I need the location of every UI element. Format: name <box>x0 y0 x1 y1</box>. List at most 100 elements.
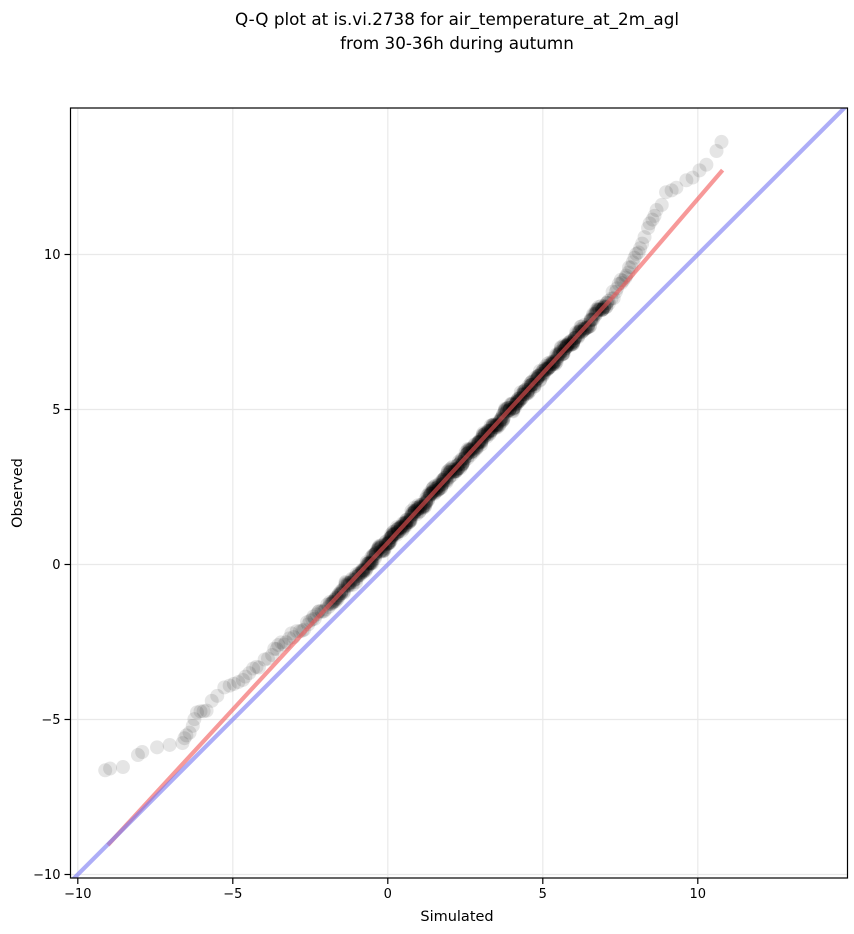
qq-point <box>581 320 596 335</box>
qq-point <box>692 163 707 178</box>
y-tick-label: −10 <box>33 868 60 883</box>
qq-point <box>309 607 324 622</box>
qq-point <box>714 134 729 149</box>
identity-line-layer <box>71 108 848 878</box>
qq-point <box>699 157 714 172</box>
qq-point <box>103 761 118 776</box>
axis-ticks <box>64 253 699 884</box>
qq-point <box>226 676 241 691</box>
qq-points <box>98 134 729 778</box>
qq-point <box>434 480 449 495</box>
qq-point <box>565 337 580 352</box>
qq-point <box>187 712 202 727</box>
qq-point <box>269 642 284 657</box>
qq-point <box>494 414 509 429</box>
qq-point <box>475 427 490 442</box>
qq-point <box>610 281 625 296</box>
qq-point <box>441 466 456 481</box>
qq-point <box>365 556 380 571</box>
qq-point <box>251 660 266 675</box>
qq-point <box>242 666 257 681</box>
qq-point <box>521 386 536 401</box>
qq-point <box>238 669 253 684</box>
x-tick-label: 5 <box>539 887 547 902</box>
qq-point <box>204 693 219 708</box>
qq-point <box>377 543 392 558</box>
qq-point <box>222 678 237 693</box>
qq-point <box>659 185 674 200</box>
qq-point <box>190 705 205 720</box>
qq-point <box>193 704 208 719</box>
qq-point <box>295 623 310 638</box>
qq-point <box>418 498 433 513</box>
qq-point <box>508 400 523 415</box>
qq-point <box>271 637 286 652</box>
qq-point <box>378 534 393 549</box>
y-tick-label: −5 <box>41 713 60 728</box>
qq-point <box>444 462 459 477</box>
qq-point <box>98 763 113 778</box>
qq-point <box>645 212 660 227</box>
qq-point <box>135 744 150 759</box>
plot-spines <box>69 107 849 879</box>
qq-point <box>500 400 515 415</box>
qq-point <box>642 216 657 231</box>
qq-point <box>210 688 225 703</box>
y-axis-label: Observed <box>10 458 26 528</box>
qq-point <box>633 241 648 256</box>
qq-point <box>532 373 547 388</box>
plot-title-line2: from 30-36h during autumn <box>340 33 574 53</box>
qq-point <box>669 180 684 195</box>
qq-point <box>533 372 548 387</box>
qq-point <box>420 488 435 503</box>
qq-point <box>412 505 427 520</box>
qq-point <box>305 612 320 627</box>
qq-point <box>246 661 261 676</box>
qq-point <box>549 355 564 370</box>
qq-point <box>527 379 542 394</box>
qq-point <box>284 626 299 641</box>
qq-point <box>196 704 211 719</box>
x-tick-label: 10 <box>690 887 707 902</box>
qq-point <box>358 562 373 577</box>
qq-point <box>506 402 521 417</box>
qq-point <box>528 370 543 385</box>
qq-point <box>709 143 724 158</box>
y-tick-label: 5 <box>52 403 60 418</box>
x-tick-label: −5 <box>223 887 242 902</box>
qq-point <box>631 245 646 260</box>
qq-point <box>462 442 477 457</box>
identity-line <box>71 108 848 878</box>
qq-point <box>497 403 512 418</box>
qq-point <box>625 255 640 270</box>
qq-point <box>372 541 387 556</box>
qq-point <box>685 170 700 185</box>
qq-point <box>641 220 656 235</box>
qq-point <box>150 740 165 755</box>
qq-point <box>235 672 250 687</box>
qq-point <box>637 230 652 245</box>
qq-point <box>538 358 553 373</box>
qq-point <box>439 475 454 490</box>
qq-point <box>522 383 537 398</box>
fit-line <box>106 168 725 847</box>
qq-point <box>647 208 662 223</box>
qq-point <box>492 417 507 432</box>
gridlines <box>70 108 848 878</box>
qq-point <box>179 728 194 743</box>
qq-point <box>365 548 380 563</box>
qq-point <box>622 260 637 275</box>
qq-point <box>274 635 289 650</box>
qq-point <box>635 236 650 251</box>
qq-point <box>627 250 642 265</box>
qq-point <box>356 565 371 580</box>
qq-point <box>474 437 489 452</box>
qq-point <box>177 731 192 746</box>
fit-line-layer <box>106 168 725 847</box>
qq-point <box>582 319 597 334</box>
qq-point <box>217 680 232 695</box>
y-tick-label: 10 <box>44 248 61 263</box>
qq-point <box>549 347 564 362</box>
qq-point <box>257 652 272 667</box>
